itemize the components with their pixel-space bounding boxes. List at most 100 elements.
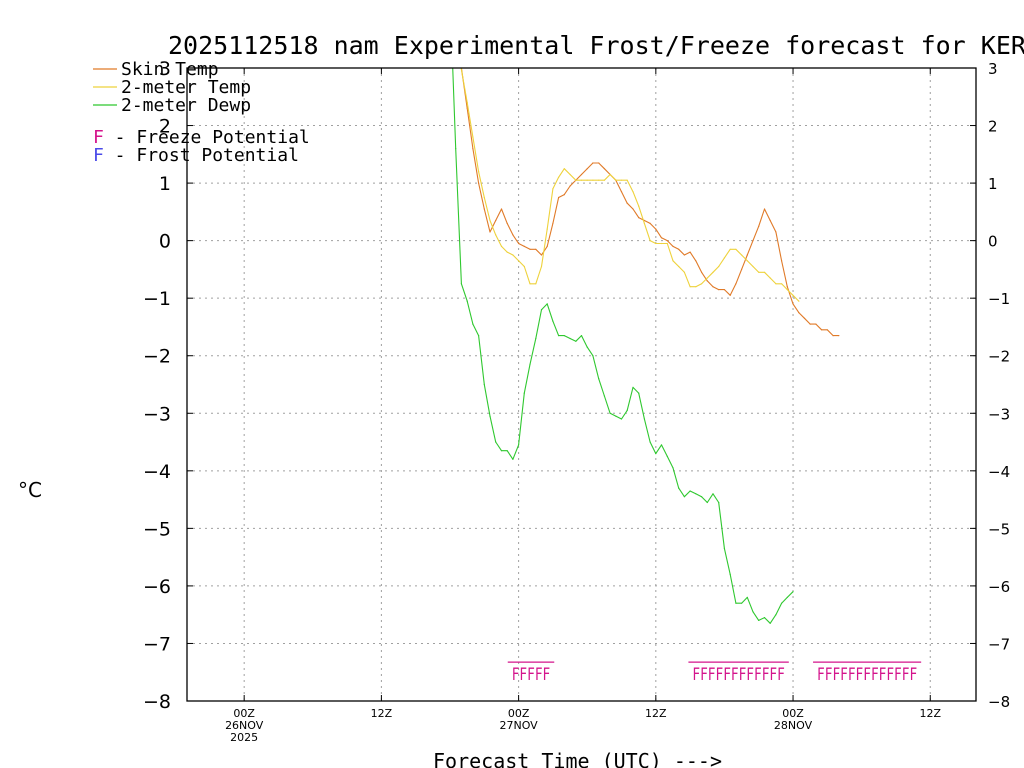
data-point <box>701 271 703 273</box>
data-point <box>695 493 697 495</box>
data-point <box>552 188 554 190</box>
data-point <box>683 271 686 273</box>
data-point <box>678 487 680 489</box>
legend-frost-potential: F - Frost Potential <box>93 145 299 166</box>
data-point <box>478 182 480 184</box>
data-point <box>472 136 474 138</box>
potential-run: FFFFFFFFFFFFF <box>813 661 922 685</box>
x-tick-label: 00Z <box>782 707 804 720</box>
y-tick-label-left: −4 <box>143 461 171 483</box>
data-point <box>563 194 565 196</box>
data-point <box>535 248 537 250</box>
legend-label-2m-temp: 2-meter Temp <box>121 77 251 98</box>
data-point <box>775 231 777 233</box>
data-point <box>615 415 617 417</box>
data-point <box>489 231 491 233</box>
data-point <box>649 441 651 443</box>
data-point <box>598 378 600 380</box>
data-point <box>815 323 817 325</box>
y-tick-label-left: −3 <box>143 403 171 425</box>
series-2-meter-temp <box>460 68 800 302</box>
data-point <box>540 265 543 268</box>
data-point <box>489 415 491 417</box>
series-line <box>452 68 794 624</box>
data-point <box>620 418 623 420</box>
data-point <box>683 254 686 256</box>
y-tick-label-right: −8 <box>988 693 1010 711</box>
chart-title: 2025112518 nam Experimental Frost/Freeze… <box>168 31 1024 60</box>
data-point <box>495 441 497 443</box>
data-point <box>489 219 491 222</box>
data-point <box>466 101 468 104</box>
data-point <box>678 265 680 268</box>
data-point <box>723 289 726 291</box>
data-point <box>792 303 794 305</box>
y-tick-label-left: −6 <box>143 576 171 598</box>
y-tick-label-left: 3 <box>159 58 171 80</box>
data-point <box>518 444 520 446</box>
data-point <box>626 202 628 204</box>
data-point <box>746 254 748 256</box>
data-point <box>683 496 686 498</box>
data-point <box>678 248 680 250</box>
data-point <box>592 355 594 357</box>
data-point <box>792 294 794 296</box>
data-point <box>552 222 554 224</box>
data-point <box>523 265 525 268</box>
data-point <box>592 162 594 164</box>
data-point <box>598 162 600 164</box>
data-point <box>535 337 537 340</box>
data-point <box>466 300 468 302</box>
grid <box>187 68 976 701</box>
data-point <box>729 573 731 576</box>
series-line <box>460 68 839 337</box>
data-point <box>723 547 726 550</box>
legend-label-2m-dewp: 2-meter Dewp <box>121 95 251 116</box>
y-axis-unit-label: °C <box>18 478 42 502</box>
data-point <box>701 496 703 498</box>
data-point <box>741 602 743 604</box>
y-tick-label-right: −2 <box>988 348 1010 366</box>
data-point <box>552 320 554 322</box>
data-point <box>569 173 571 176</box>
data-point <box>466 107 468 109</box>
data-point <box>821 329 823 331</box>
x-axis-label: Forecast Time (UTC) ---> <box>433 749 722 768</box>
data-point <box>718 265 720 268</box>
y-tick-label-right: 2 <box>988 118 998 136</box>
data-point <box>500 245 503 247</box>
data-point <box>660 242 663 245</box>
data-point <box>769 277 771 279</box>
data-point <box>529 363 531 365</box>
data-point <box>741 254 743 256</box>
data-point <box>506 251 508 253</box>
potential-markers: FFFFF FFFFFFFFFFFF FFFFFFFFFFFFF <box>507 661 922 685</box>
data-point <box>632 386 634 388</box>
data-point <box>666 242 668 245</box>
y-tick-label-right: −7 <box>988 635 1010 653</box>
data-point <box>592 179 594 181</box>
data-point <box>758 619 760 622</box>
data-point <box>746 596 748 599</box>
data-point <box>620 191 623 193</box>
data-point <box>603 179 606 181</box>
data-point <box>575 179 577 181</box>
series-skin-temp <box>460 68 840 337</box>
data-point <box>500 450 503 452</box>
data-point <box>495 234 497 236</box>
data-point <box>500 208 503 210</box>
y-tick-label-right: −6 <box>988 578 1010 596</box>
data-point <box>455 148 457 150</box>
data-point <box>569 185 571 187</box>
freeze-potential-marks: FFFFFFFFFFFF <box>692 665 784 685</box>
legend-frost-letter: F <box>93 145 104 166</box>
data-point <box>563 335 565 337</box>
data-point <box>603 168 606 170</box>
data-point <box>558 196 560 199</box>
data-point <box>580 335 583 337</box>
data-point <box>729 294 731 296</box>
data-point <box>826 329 828 331</box>
data-point <box>672 245 674 247</box>
data-point <box>769 622 771 624</box>
